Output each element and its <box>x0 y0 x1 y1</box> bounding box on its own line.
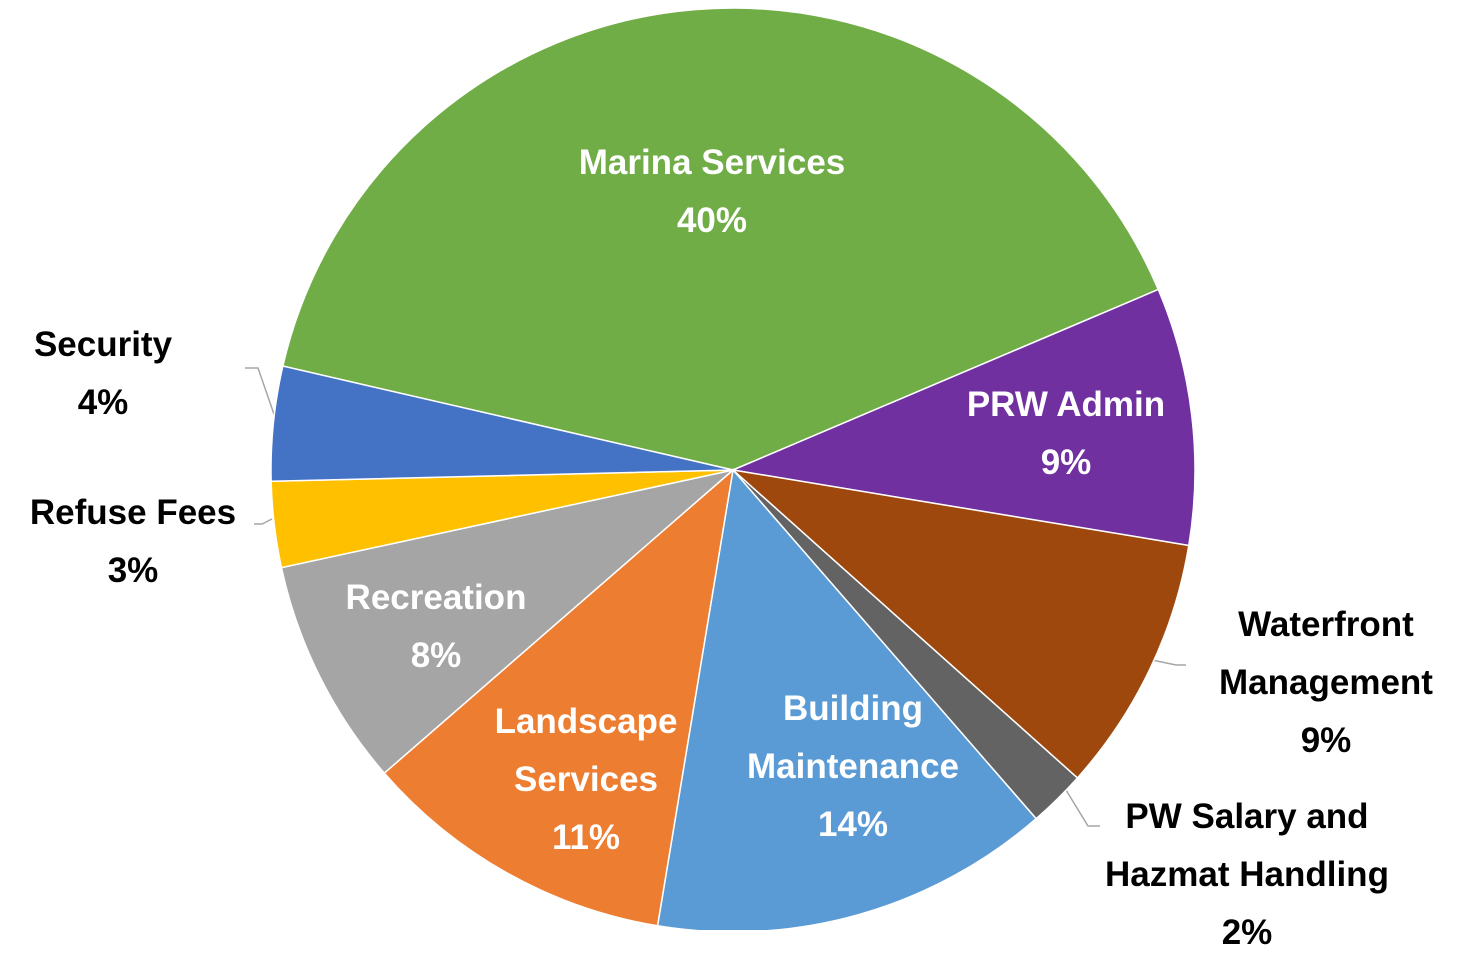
value-label: 11% <box>551 818 621 857</box>
data-label: PRW Admin 9% <box>936 376 1196 492</box>
category-label: Security <box>33 325 173 364</box>
leader-line <box>1151 659 1186 666</box>
leader-line <box>1065 789 1100 827</box>
value-label: 2% <box>1221 913 1273 952</box>
value-label: 9% <box>1040 443 1092 482</box>
pie-slice <box>280 469 734 775</box>
data-label: Marina Services 40% <box>502 134 922 250</box>
data-label: Building Maintenance 14% <box>718 680 988 854</box>
data-label: Waterfront Management 9% <box>1186 596 1466 770</box>
pie-slice <box>281 7 1160 471</box>
page: Marina Services 40% PRW Admin 9% Waterfront … <box>0 7 1466 952</box>
leader-lines <box>245 367 1186 827</box>
leader-line <box>254 518 273 525</box>
value-label: 40% <box>676 201 748 240</box>
value-label: 4% <box>77 383 129 422</box>
category-label: Recreation <box>345 578 527 617</box>
category-label: Landscape Services <box>494 702 678 799</box>
data-label: Landscape Services 11% <box>471 693 701 867</box>
data-label: Security 4% <box>0 316 233 432</box>
data-label: Refuse Fees 3% <box>0 484 283 600</box>
value-label: 3% <box>107 551 159 590</box>
data-label: Recreation 8% <box>306 569 566 685</box>
category-label: PW Salary and Hazmat Handling <box>1105 797 1389 894</box>
pie-slice <box>730 468 1190 779</box>
value-label: 8% <box>410 636 462 675</box>
pie-slice <box>730 288 1196 547</box>
category-label: Waterfront Management <box>1219 605 1433 702</box>
category-label: PRW Admin <box>966 385 1166 424</box>
category-label: Refuse Fees <box>29 493 237 532</box>
category-label: Marina Services <box>578 143 846 182</box>
pie-slice <box>656 468 1038 930</box>
pie-slice <box>383 468 735 927</box>
pie-slice <box>270 365 734 483</box>
value-label: 14% <box>817 805 889 844</box>
leader-line <box>245 367 277 421</box>
chart <box>245 7 1196 930</box>
data-label: PW Salary and Hazmat Handling 2% <box>1072 788 1422 962</box>
value-label: 9% <box>1300 721 1352 760</box>
category-label: Building Maintenance <box>747 689 959 786</box>
